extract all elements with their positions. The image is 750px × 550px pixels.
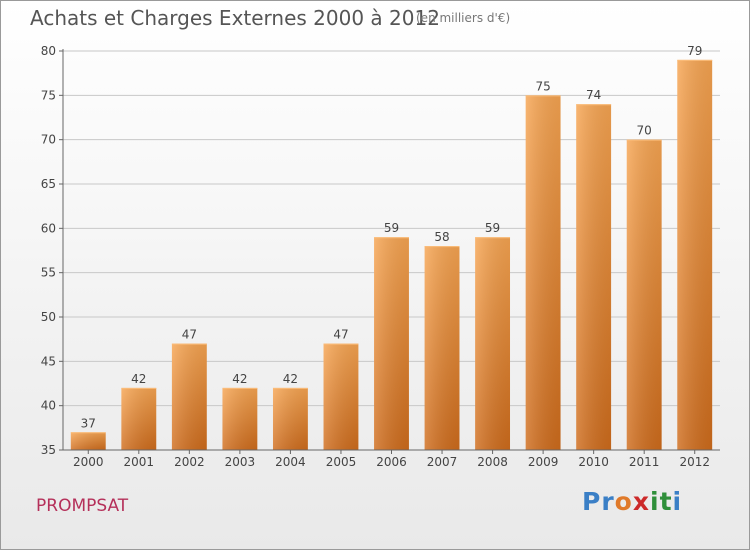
y-tick-label: 65: [41, 177, 56, 191]
bar-value-label: 47: [333, 328, 348, 342]
bar-value-label: 42: [232, 372, 247, 386]
x-tick-label: 2009: [528, 455, 559, 469]
x-tick-label: 2007: [427, 455, 458, 469]
labels: 35 40 45 50 55 60 65 70 75 80 37 2000 42 2001 47 2002 42…: [41, 44, 710, 469]
logo-letter: i: [650, 487, 660, 516]
bar-shade: [222, 387, 258, 450]
x-tick-label: 2006: [376, 455, 407, 469]
bar-shade: [424, 246, 460, 450]
bar-shade: [121, 387, 157, 450]
x-tick-label: 2004: [275, 455, 306, 469]
y-tick-label: 75: [41, 88, 56, 102]
x-tick-label: 2010: [578, 455, 609, 469]
y-tick-label: 50: [41, 310, 56, 324]
x-tick-label: 2002: [174, 455, 205, 469]
bar-shade: [576, 104, 612, 450]
y-tick-label: 45: [41, 354, 56, 368]
bar-shade: [475, 237, 511, 450]
logo-letter: i: [672, 487, 683, 516]
x-tick-label: 2001: [124, 455, 155, 469]
x-tick-label: 2003: [225, 455, 256, 469]
chart-subtitle: (en milliers d'€): [416, 11, 511, 25]
logo-letter: r: [601, 487, 615, 516]
bar-shade: [323, 343, 359, 450]
y-tick-label: 55: [41, 266, 56, 280]
bar-shade: [374, 237, 409, 450]
axes: [59, 49, 720, 454]
bar-shade: [272, 387, 308, 450]
commune-name: PROMPSAT: [36, 496, 129, 516]
x-tick-label: 2005: [326, 455, 357, 469]
bar-shade: [70, 432, 106, 450]
x-tick-label: 2000: [73, 455, 104, 469]
bar-value-label: 47: [182, 328, 197, 342]
bars: [70, 59, 713, 450]
logo-letter: t: [659, 487, 673, 516]
bar-shade: [677, 59, 713, 450]
bar-value-label: 79: [687, 44, 702, 58]
y-tick-label: 70: [41, 133, 56, 147]
bar-value-label: 74: [586, 88, 601, 102]
proxiti-logo: Proxiti: [582, 487, 682, 516]
bar-value-label: 59: [384, 221, 399, 235]
bar-value-label: 58: [434, 230, 449, 244]
bar-shade: [626, 139, 662, 450]
logo-letter: P: [582, 487, 602, 516]
chart-title: Achats et Charges Externes 2000 à 2012: [30, 6, 440, 30]
y-tick-label: 40: [41, 399, 56, 413]
bar-value-label: 42: [131, 372, 146, 386]
x-tick-label: 2012: [679, 455, 710, 469]
bar-value-label: 75: [535, 79, 550, 93]
y-tick-label: 80: [41, 44, 56, 58]
bar-shade: [525, 95, 561, 450]
y-tick-label: 60: [41, 221, 56, 235]
bar-value-label: 42: [283, 372, 298, 386]
x-tick-label: 2011: [629, 455, 660, 469]
bar-value-label: 70: [637, 124, 652, 138]
x-tick-label: 2008: [477, 455, 508, 469]
y-tick-label: 35: [41, 443, 56, 457]
logo-letter: x: [632, 487, 650, 516]
bar-value-label: 59: [485, 221, 500, 235]
bar-value-label: 37: [81, 416, 96, 430]
bar-shade: [171, 343, 207, 450]
logo-letter: o: [614, 487, 633, 516]
